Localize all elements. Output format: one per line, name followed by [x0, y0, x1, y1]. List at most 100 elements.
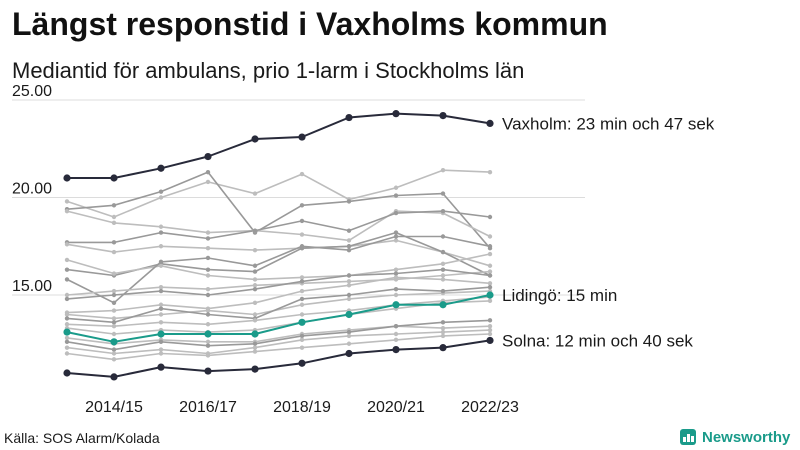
background-series-point: [111, 292, 117, 298]
series-label-solna: Solna: 12 min och 40 sek: [502, 331, 693, 350]
series-vaxholm-point: [486, 119, 494, 127]
background-series-point: [393, 193, 399, 198]
series-vaxholm-point: [298, 133, 306, 141]
background-series-point: [487, 331, 493, 337]
brand-name: Newsworthy: [702, 428, 791, 446]
background-series-point: [252, 283, 258, 288]
background-series-point: [64, 351, 70, 356]
background-series-point: [205, 179, 211, 185]
background-series-point: [252, 277, 258, 282]
brand-logo[interactable]: Newsworthy: [680, 426, 790, 448]
background-series-point: [440, 333, 446, 339]
background-series-point: [64, 322, 70, 327]
background-series-point: [487, 214, 493, 220]
background-series-line: [66, 169, 491, 218]
background-series-point: [299, 279, 305, 284]
series-label-vaxholm: Vaxholm: 23 min och 47 sek: [502, 114, 715, 133]
background-series-line: [66, 333, 491, 361]
background-series-point: [393, 331, 399, 337]
background-series-point: [440, 267, 446, 272]
background-series-point: [393, 230, 399, 235]
x-tick-label: 2022/23: [461, 399, 519, 416]
background-series-point: [252, 191, 258, 196]
background-series-point: [111, 214, 117, 220]
background-series-point: [64, 242, 70, 247]
background-series-point: [487, 318, 493, 323]
background-series-point: [346, 292, 352, 298]
series-liding--point: [110, 338, 118, 346]
background-series-point: [111, 357, 117, 362]
series-label-liding-: Lidingö: 15 min: [502, 286, 617, 305]
background-series-point: [299, 345, 305, 350]
background-series-point: [111, 220, 117, 226]
chart-title: Längst responstid i Vaxholms kommun: [12, 6, 608, 42]
background-series-point: [252, 349, 258, 354]
background-series-point: [158, 285, 164, 290]
background-series-point: [346, 296, 352, 302]
background-series-point: [346, 228, 352, 233]
series-vaxholm-point: [439, 112, 447, 120]
background-series-point: [299, 288, 305, 294]
background-series-point: [487, 234, 493, 239]
background-series-point: [205, 267, 211, 272]
background-series-line: [66, 296, 491, 328]
background-series-point: [299, 244, 305, 249]
background-series-point: [205, 339, 211, 344]
background-series-line: [66, 286, 491, 324]
chart-subtitle: Mediantid för ambulans, prio 1-larm i St…: [12, 58, 525, 83]
background-series-point: [346, 247, 352, 253]
background-series-point: [64, 257, 70, 263]
background-series-point: [158, 351, 164, 356]
series-vaxholm-line: [67, 112, 491, 179]
background-series-point: [158, 189, 164, 194]
x-tick-label: 2020/21: [367, 399, 425, 416]
series-vaxholm-point: [251, 135, 259, 143]
background-series-line: [66, 329, 491, 355]
background-series-point: [205, 246, 211, 251]
background-series-point: [440, 288, 446, 294]
background-series-point: [158, 320, 164, 325]
background-series-point: [346, 238, 352, 243]
background-series-point: [346, 244, 352, 249]
background-series-point: [393, 271, 399, 276]
background-series-line: [66, 276, 491, 314]
background-series-point: [487, 169, 493, 175]
background-series-point: [158, 259, 164, 265]
background-series-point: [111, 203, 117, 208]
background-series-point: [64, 339, 70, 344]
background-series-point: [111, 316, 117, 321]
background-series-point: [205, 353, 211, 358]
background-series-point: [205, 292, 211, 298]
series-liding--point: [486, 291, 494, 299]
background-series-point: [299, 337, 305, 343]
background-series-point: [158, 312, 164, 317]
background-series-point: [252, 263, 258, 268]
series-vaxholm-point: [63, 174, 71, 182]
series-liding--point: [157, 330, 165, 338]
background-series-point: [299, 333, 305, 339]
background-series-point: [252, 300, 258, 305]
background-series-point: [487, 263, 493, 268]
series-solna-line: [66, 339, 491, 378]
background-series-point: [440, 325, 446, 331]
background-series-point: [111, 347, 117, 352]
background-series-point: [487, 273, 493, 278]
background-series-point: [111, 331, 117, 337]
background-series-point: [440, 261, 446, 266]
series-vaxholm-point: [392, 110, 400, 118]
background-series-line: [66, 239, 491, 267]
background-series-point: [393, 238, 399, 243]
background-series-point: [346, 199, 352, 204]
background-series-point: [440, 208, 446, 214]
background-series-point: [487, 251, 493, 257]
background-series-point: [205, 286, 211, 292]
background-series-line: [66, 319, 491, 351]
background-series-point: [299, 203, 305, 208]
background-series-point: [393, 234, 399, 239]
background-series-point: [346, 333, 352, 339]
background-series-point: [252, 247, 258, 253]
background-series-point: [440, 329, 446, 335]
background-series-point: [393, 275, 399, 280]
series-vaxholm-point: [157, 164, 165, 172]
series-solna-point: [251, 365, 259, 373]
